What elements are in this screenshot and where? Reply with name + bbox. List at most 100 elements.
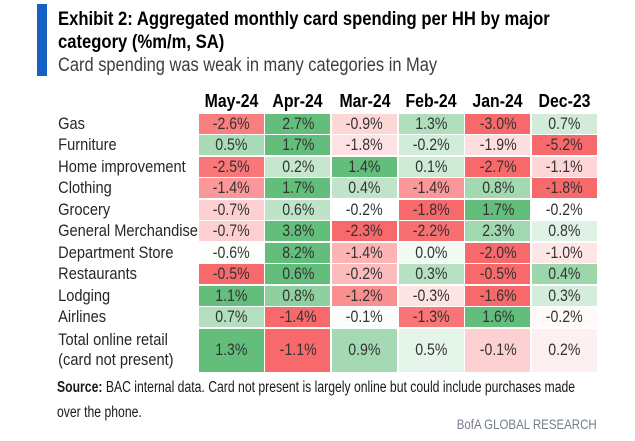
heatmap-cell-text: 0.2% <box>281 156 314 176</box>
heatmap-cell: -0.5% <box>198 264 264 284</box>
heatmap-cell: -0.1% <box>465 328 531 372</box>
heatmap-cell: 0.8% <box>465 178 531 198</box>
heatmap-cell-text: -0.7% <box>212 199 250 219</box>
heatmap-cell: 1.4% <box>332 156 398 177</box>
heatmap-cell: -0.1% <box>332 307 398 327</box>
heatmap-cell-text: 0.6% <box>281 264 314 283</box>
column-header-mar-24: Mar-24 <box>332 90 397 112</box>
heatmap-cell: 1.6% <box>465 307 531 327</box>
heatmap-cell-text: -1.8% <box>546 178 584 197</box>
source-text: BAC internal data. Card not present is l… <box>57 379 576 421</box>
heatmap-cell: 0.9% <box>332 328 398 372</box>
heatmap-cell-text: -0.7% <box>212 221 250 240</box>
row-label: General Merchandise <box>56 221 198 241</box>
heatmap-cell-text: -0.9% <box>346 113 383 133</box>
heatmap-cell-text: 1.1% <box>215 285 248 305</box>
heatmap-cell: 0.6% <box>265 264 331 284</box>
row-label: Furniture <box>56 135 198 155</box>
exhibit-subtitle-text: Card spending was weak in many categorie… <box>58 55 438 77</box>
row-label-text: Furniture <box>57 135 117 155</box>
row-label: Total online retail (card not present) <box>56 329 198 372</box>
heatmap-cell-text: -0.1% <box>346 307 383 326</box>
row-label-text: General Merchandise <box>57 221 198 241</box>
heatmap-cell-text: 0.2% <box>548 340 581 359</box>
heatmap-cell: 0.2% <box>265 156 331 177</box>
column-header-jan-24: Jan-24 <box>465 90 530 112</box>
heatmap-cell: 0.8% <box>265 285 331 306</box>
heatmap-cell-text: 2.3% <box>481 221 515 240</box>
exhibit-subtitle: Card spending was weak in many categorie… <box>58 54 618 77</box>
heatmap-cell: -0.7% <box>198 221 264 241</box>
heatmap-cell: 1.7% <box>465 199 531 220</box>
heatmap-cell-text: 0.4% <box>348 178 381 197</box>
heatmap-cell: -1.4% <box>198 178 264 198</box>
heatmap-cell-text: 0.3% <box>415 264 448 283</box>
exhibit-title-line2-text: category (%m/m, SA) <box>58 31 225 53</box>
row-label-text: Gas <box>57 113 85 133</box>
heatmap-cell: -1.6% <box>465 285 531 306</box>
heatmap-cell-text: -3.0% <box>479 113 517 133</box>
heatmap-cell-text: -1.8% <box>412 199 450 219</box>
heatmap-cell-text: -0.2% <box>546 307 584 326</box>
heatmap-cell: 3.8% <box>265 221 331 241</box>
heatmap-cell: -0.9% <box>332 113 398 134</box>
heatmap-cell-text: -1.4% <box>212 178 250 197</box>
heatmap-cell: 0.6% <box>265 199 331 220</box>
heatmap-cell-text: 0.7% <box>548 113 581 133</box>
column-header-apr-24-text: Apr-24 <box>272 91 323 111</box>
exhibit-header: Exhibit 2: Aggregated monthly card spend… <box>58 8 618 78</box>
heatmap-cell: -0.2% <box>332 264 398 284</box>
heatmap-cell-text: 0.4% <box>548 264 581 283</box>
heatmap-cell: -5.2% <box>532 135 598 155</box>
heatmap-cell-text: 0.1% <box>415 156 448 176</box>
heatmap-cell-text: -0.6% <box>212 242 250 262</box>
heatmap-cell: 0.5% <box>398 328 464 372</box>
source-label: Source: <box>57 379 103 397</box>
heatmap-cell: -0.2% <box>398 135 464 155</box>
heatmap-cell: -1.9% <box>465 135 531 155</box>
heatmap-cell-text: -1.4% <box>346 242 383 262</box>
exhibit-title-line1-text: Exhibit 2: Aggregated monthly card spend… <box>58 8 550 30</box>
heatmap-cell: 1.7% <box>265 135 331 155</box>
heatmap-cell: -1.0% <box>532 242 598 263</box>
heatmap-cell-text: -1.3% <box>412 307 450 326</box>
column-header-dec-23-text: Dec-23 <box>538 91 591 111</box>
heatmap-cell-text: 0.6% <box>281 199 314 219</box>
row-label: Clothing <box>56 178 198 198</box>
title-accent-bar <box>37 4 47 76</box>
heatmap-cell-text: -0.2% <box>346 199 383 219</box>
heatmap-cell: -0.2% <box>532 199 598 220</box>
heatmap-cell: -1.4% <box>398 178 464 198</box>
heatmap-cell: 0.3% <box>398 264 464 284</box>
heatmap-cell: -0.5% <box>465 264 531 284</box>
heatmap-cell: 1.3% <box>398 113 464 134</box>
heatmap-cell: 0.5% <box>198 135 264 155</box>
heatmap-cell-text: -1.1% <box>279 340 317 359</box>
heatmap-cell: 0.4% <box>532 264 598 284</box>
heatmap-cell-text: -0.2% <box>546 199 584 219</box>
heatmap-cell: -1.1% <box>265 328 331 372</box>
heatmap-cell-text: -1.4% <box>412 178 450 197</box>
brand-line: BofA GLOBAL RESEARCH <box>426 417 597 431</box>
heatmap-cell-text: 3.8% <box>281 221 314 240</box>
column-header-jan-24-text: Jan-24 <box>472 91 524 111</box>
heatmap-cell: -0.6% <box>198 242 264 263</box>
heatmap-cell: 1.3% <box>198 328 264 372</box>
heatmap-cell-text: 1.7% <box>281 135 314 154</box>
column-header-feb-24: Feb-24 <box>399 90 464 112</box>
heatmap-cell-text: 0.9% <box>348 340 381 359</box>
heatmap-cell-text: 8.2% <box>281 242 314 262</box>
row-label: Airlines <box>56 307 198 327</box>
heatmap-cell: -2.2% <box>398 221 464 241</box>
heatmap-cell-text: -0.5% <box>479 264 517 283</box>
heatmap-cell: 8.2% <box>265 242 331 263</box>
column-header-mar-24-text: Mar-24 <box>339 91 391 111</box>
heatmap-cell: -0.3% <box>398 285 464 306</box>
heatmap-cell: 1.1% <box>198 285 264 306</box>
heatmap-cell: 0.7% <box>532 113 598 134</box>
heatmap-cell-text: -2.6% <box>212 113 250 133</box>
heatmap-cell-text: -1.4% <box>279 307 317 326</box>
heatmap-cell: -1.8% <box>398 199 464 220</box>
heatmap-cell-text: 1.7% <box>481 199 515 219</box>
heatmap-table: May-24 Apr-24 Mar-24 Feb-24 Jan-24 Dec-23 Gas -… <box>56 90 598 372</box>
